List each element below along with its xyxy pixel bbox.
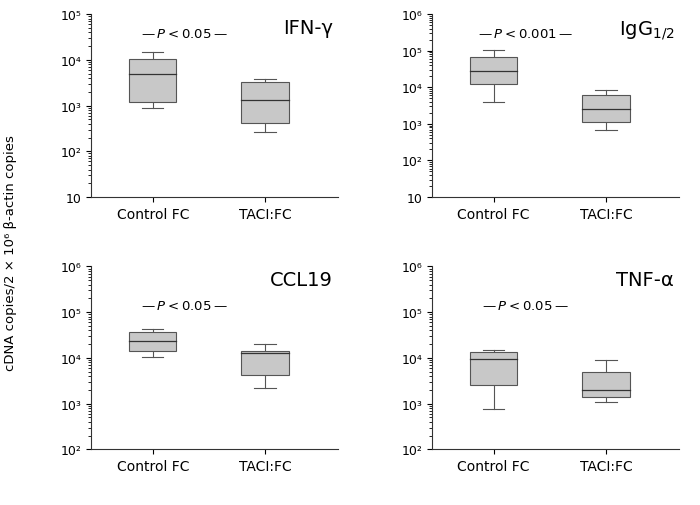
Text: CCL19: CCL19 [270, 271, 333, 289]
Bar [582, 372, 629, 397]
Bar [470, 58, 517, 85]
Text: IFN-γ: IFN-γ [283, 19, 333, 38]
Bar [130, 333, 176, 351]
Text: — $\mathit{P < 0.05}$ —: — $\mathit{P < 0.05}$ — [141, 300, 228, 313]
Text: — $\mathit{P < 0.05}$ —: — $\mathit{P < 0.05}$ — [141, 28, 228, 41]
Text: IgG$_{1/2}$: IgG$_{1/2}$ [619, 19, 674, 41]
Bar [582, 96, 629, 123]
Text: — $\mathit{P < 0.001}$ —: — $\mathit{P < 0.001}$ — [478, 28, 573, 41]
Bar [130, 60, 176, 103]
Text: cDNA copies/2 × 10⁶ β-actin copies: cDNA copies/2 × 10⁶ β-actin copies [4, 135, 17, 370]
Text: — $\mathit{P < 0.05}$ —: — $\mathit{P < 0.05}$ — [482, 300, 569, 313]
Text: TNF-α: TNF-α [616, 271, 674, 289]
Bar [470, 352, 517, 386]
Bar [241, 351, 288, 375]
Bar [241, 83, 288, 124]
